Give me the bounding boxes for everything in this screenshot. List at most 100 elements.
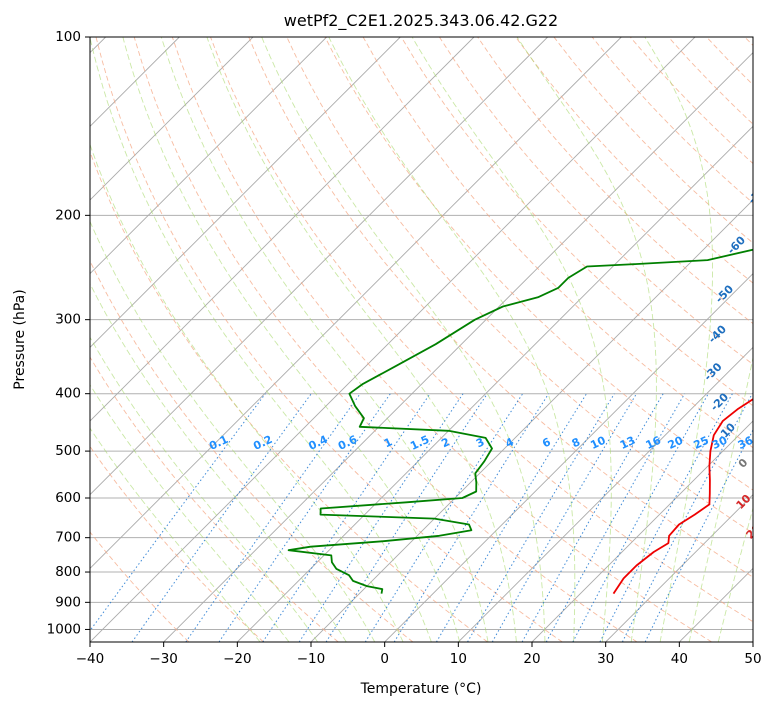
mixing-ratio-line [545,393,686,642]
x-tick-label: 0 [380,651,389,667]
mixing-ratio-line [644,428,753,642]
mixing-ratio-label: 1.5 [408,433,431,453]
temperature-label: 30 [754,553,774,573]
y-tick-label: 600 [55,490,81,506]
mixing-ratio-line [325,393,488,642]
moist-adiabat-line [90,383,290,642]
isotherm-line [90,37,401,348]
dry-adiabat-line [90,259,414,642]
mixing-ratio-line [572,393,709,642]
temperature-label: -40 [706,322,729,345]
mixing-ratio-label: 25 [692,434,711,452]
mixing-ratio-line [218,393,391,642]
temperature-label: -80 [771,136,775,159]
moist-adiabat-line [516,37,657,642]
temperature-line [612,398,753,595]
isotherm-line [679,567,753,642]
mixing-ratio-line [521,393,664,642]
mixing-ratio-line [599,393,733,642]
y-tick-label: 500 [55,443,81,459]
dry-adiabat-line [439,37,753,365]
moist-adiabat-line [90,143,404,642]
mixing-ratio-label: 30 [710,434,730,452]
x-tick-label: 50 [744,651,761,667]
moist-adiabat-line [644,37,713,642]
y-tick-label: 300 [55,312,81,328]
x-tick-label: −40 [76,651,105,667]
dry-adiabat-line [400,37,753,407]
isotherm-line [90,37,327,275]
dry-adiabat-line [324,37,753,491]
y-tick-label: 900 [55,594,81,610]
dry-adiabat-line [95,37,563,642]
dry-adiabat-line [477,37,753,325]
plot-frame [89,36,754,643]
moist-adiabat-line [90,37,432,642]
isotherm-line [237,125,753,642]
mixing-ratio-label: 8 [570,435,582,450]
moist-adiabat-line [411,37,612,642]
temperature-label: 20 [744,521,764,541]
dry-adiabat-line [515,37,753,284]
moist-adiabat-line [717,506,753,642]
x-axis-label: Temperature (°C) [360,681,482,697]
temperature-label: 10 [734,492,754,512]
moist-adiabat-line [90,282,347,642]
dry-adiabat-line [210,37,753,623]
x-tick-label: −30 [149,651,178,667]
mixing-ratio-line [262,393,431,642]
x-tick-label: 30 [597,651,614,667]
dry-adiabat-line [90,531,190,642]
x-tick-label: −10 [297,651,326,667]
y-axis-label: Pressure (hPa) [12,289,28,389]
dry-adiabat-line [133,37,638,642]
moist-adiabat-line [206,37,517,642]
isotherm-line [90,37,548,496]
annotation-layer: -100-90-80-70-60-50-40-30-20-10010203040… [207,136,775,606]
moist-adiabat-line [90,336,319,642]
temperature-label: -50 [713,282,736,305]
mixing-ratio-label: 0.4 [307,433,330,453]
y-tick-label: 800 [55,564,81,580]
dry-adiabat-line [90,150,488,642]
moist-adiabat-line [328,37,576,642]
isotherm-line [384,273,753,642]
mixing-ratio-label: 36 [736,434,756,452]
mixing-ratio-label: 2 [439,435,451,450]
mixing-ratio-label: 10 [588,434,608,452]
y-tick-label: 400 [55,386,81,402]
moist-adiabat-line [160,37,489,642]
x-tick-label: 20 [523,651,540,667]
y-tick-label: 700 [55,530,81,546]
mixing-ratio-line [185,393,361,642]
mixing-ratio-line [90,393,266,632]
mixing-ratio-line [393,393,550,642]
y-tick-label: 1000 [47,621,81,637]
y-tick-label: 200 [55,207,81,223]
temperature-label: 40 [770,586,775,606]
temperature-label: -60 [725,233,748,256]
mixing-ratio-line [364,393,524,642]
isotherm-line [752,641,753,642]
series-layer [287,248,753,595]
dry-adiabat-line [171,37,712,642]
mixing-ratio-line [298,393,464,642]
dry-adiabat-line [668,37,753,125]
moist-adiabat-line [90,220,376,642]
isotherm-line [605,494,753,642]
moist-adiabat-line [688,355,753,642]
mixing-ratio-line [491,393,637,642]
moist-adiabat-line [90,427,261,642]
chart-title: wetPf2_C2E1.2025.343.06.42.G22 [284,11,558,31]
isotherm-line [90,37,475,422]
mixing-ratio-label: 16 [644,434,664,452]
temperature-label-zero: 0 [736,456,751,471]
moist-adiabat-line [122,37,461,642]
dry-adiabat-line [248,37,753,578]
dry-adiabat-line [591,37,753,204]
mixing-ratio-label: 0.1 [207,433,230,453]
dewpoint-line [287,248,753,594]
x-tick-label: 40 [671,651,688,667]
mixing-ratio-label: 6 [540,435,553,450]
